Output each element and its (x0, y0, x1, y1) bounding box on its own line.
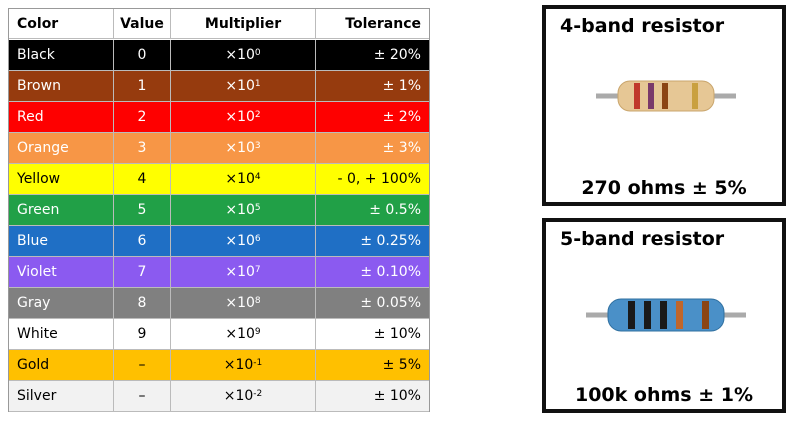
multiplier-base: ×10 (225, 202, 255, 218)
color-cell: Brown (9, 71, 114, 101)
multiplier-exponent: 7 (254, 265, 261, 275)
table-row: Green 5 ×10 5 ± 0.5% (9, 195, 429, 226)
multiplier-cell: ×10 3 (171, 133, 316, 163)
panel-caption: 100k ohms ± 1% (574, 384, 753, 406)
multiplier-exponent: -2 (253, 389, 263, 399)
value-cell: 0 (114, 40, 171, 70)
value-cell: 5 (114, 195, 171, 225)
multiplier-base: ×10 (225, 233, 255, 249)
color-cell: Black (9, 40, 114, 70)
value-cell: 8 (114, 288, 171, 318)
multiplier-cell: ×10 2 (171, 102, 316, 132)
table-row: Blue 6 ×10 6 ± 0.25% (9, 226, 429, 257)
panel-5-band: 5-band resistor 100k ohms ± 1% (542, 218, 786, 413)
multiplier-base: ×10 (225, 109, 255, 125)
multiplier-base: ×10 (225, 264, 255, 280)
value-cell: 2 (114, 102, 171, 132)
table-row: Brown 1 ×10 1 ± 1% (9, 71, 429, 102)
tolerance-cell: ± 5% (382, 357, 421, 373)
color-cell: Violet (9, 257, 114, 287)
value-cell: 3 (114, 133, 171, 163)
header-cell: Multiplier (171, 9, 316, 38)
value-cell: 6 (114, 226, 171, 256)
resistor-5-band (586, 298, 746, 332)
multiplier-base: ×10 (225, 171, 255, 187)
multiplier-cell: ×10 6 (171, 226, 316, 256)
resistor-4-band (596, 80, 736, 112)
color-cell: Red (9, 102, 114, 132)
multiplier-exponent: 4 (254, 172, 261, 182)
table-row: Black 0 ×10 0 ± 20% (9, 40, 429, 71)
color-cell: Orange (9, 133, 114, 163)
header-row: Color Value Multiplier Tolerance (9, 9, 429, 39)
tolerance-cell: ± 2% (382, 109, 421, 125)
table-row: Red 2 ×10 2 ± 2% (9, 102, 429, 133)
multiplier-cell: ×10 0 (171, 40, 316, 70)
multiplier-exponent: 5 (254, 203, 261, 213)
header-cell: Color (9, 9, 114, 38)
table-row: Silver – ×10 -2 ± 10% (9, 381, 429, 412)
multiplier-base: ×10 (225, 47, 255, 63)
color-code-table: Color Value Multiplier Tolerance Black 0 ×10 0 ±… (8, 8, 430, 412)
multiplier-base: ×10 (225, 140, 255, 156)
table-row: Gold – ×10 -1 ± 5% (9, 350, 429, 381)
header-cell: Tolerance (345, 15, 421, 32)
panel-4-band: 4-band resistor 270 ohms ± 5% (542, 5, 786, 206)
color-cell: Silver (9, 381, 114, 411)
multiplier-exponent: 8 (254, 296, 261, 306)
value-cell: 7 (114, 257, 171, 287)
multiplier-cell: ×10 4 (171, 164, 316, 194)
panel-caption: 270 ohms ± 5% (581, 177, 747, 199)
color-cell: Blue (9, 226, 114, 256)
tolerance-cell: ± 0.10% (360, 264, 421, 280)
value-cell: – (114, 381, 171, 411)
multiplier-exponent: 2 (254, 110, 261, 120)
header-cell: Value (114, 9, 171, 38)
tolerance-cell: - 0, + 100% (337, 171, 421, 187)
tolerance-cell: ± 3% (382, 140, 421, 156)
multiplier-base: ×10 (225, 78, 255, 94)
multiplier-cell: ×10 -2 (171, 381, 316, 411)
tolerance-cell: ± 0.05% (360, 295, 421, 311)
value-cell: 4 (114, 164, 171, 194)
color-cell: Gray (9, 288, 114, 318)
table-row: Yellow 4 ×10 4- 0, + 100% (9, 164, 429, 195)
multiplier-base: ×10 (223, 388, 254, 404)
value-cell: – (114, 350, 171, 380)
multiplier-cell: ×10 8 (171, 288, 316, 318)
panel-title: 5-band resistor (560, 228, 725, 250)
multiplier-base: ×10 (225, 295, 255, 311)
table-row: Gray 8 ×10 8 ± 0.05% (9, 288, 429, 319)
multiplier-exponent: -1 (253, 358, 263, 368)
multiplier-base: ×10 (225, 326, 255, 342)
color-cell: Green (9, 195, 114, 225)
multiplier-exponent: 9 (254, 327, 261, 337)
multiplier-exponent: 1 (254, 79, 261, 89)
multiplier-cell: ×10 7 (171, 257, 316, 287)
multiplier-exponent: 6 (254, 234, 261, 244)
table-row: White 9 ×10 9 ± 10% (9, 319, 429, 350)
table-row: Violet 7 ×10 7 ± 0.10% (9, 257, 429, 288)
multiplier-cell: ×10 9 (171, 319, 316, 349)
tolerance-cell: ± 10% (373, 326, 421, 342)
color-cell: Yellow (9, 164, 114, 194)
color-cell: Gold (9, 350, 114, 380)
panel-title: 4-band resistor (560, 15, 725, 37)
tolerance-cell: ± 0.5% (369, 202, 421, 218)
tolerance-cell: ± 20% (373, 47, 421, 63)
value-cell: 1 (114, 71, 171, 101)
tolerance-cell: ± 0.25% (360, 233, 421, 249)
multiplier-cell: ×10 1 (171, 71, 316, 101)
color-cell: White (9, 319, 114, 349)
multiplier-cell: ×10 5 (171, 195, 316, 225)
tolerance-cell: ± 1% (382, 78, 421, 94)
multiplier-cell: ×10 -1 (171, 350, 316, 380)
multiplier-exponent: 3 (254, 141, 261, 151)
tolerance-cell: ± 10% (373, 388, 421, 404)
table-row: Orange 3 ×10 3 ± 3% (9, 133, 429, 164)
multiplier-base: ×10 (223, 357, 254, 373)
value-cell: 9 (114, 319, 171, 349)
multiplier-exponent: 0 (254, 48, 261, 58)
